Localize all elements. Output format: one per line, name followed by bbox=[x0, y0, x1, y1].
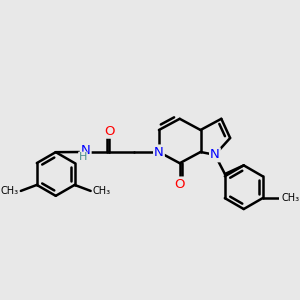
Text: CH₃: CH₃ bbox=[281, 193, 300, 203]
Text: H: H bbox=[79, 152, 87, 162]
Text: N: N bbox=[154, 146, 164, 158]
Text: CH₃: CH₃ bbox=[93, 186, 111, 196]
Text: N: N bbox=[81, 144, 91, 157]
Text: O: O bbox=[175, 178, 185, 190]
Text: N: N bbox=[210, 148, 220, 161]
Text: CH₃: CH₃ bbox=[1, 186, 19, 196]
Text: O: O bbox=[104, 125, 115, 138]
